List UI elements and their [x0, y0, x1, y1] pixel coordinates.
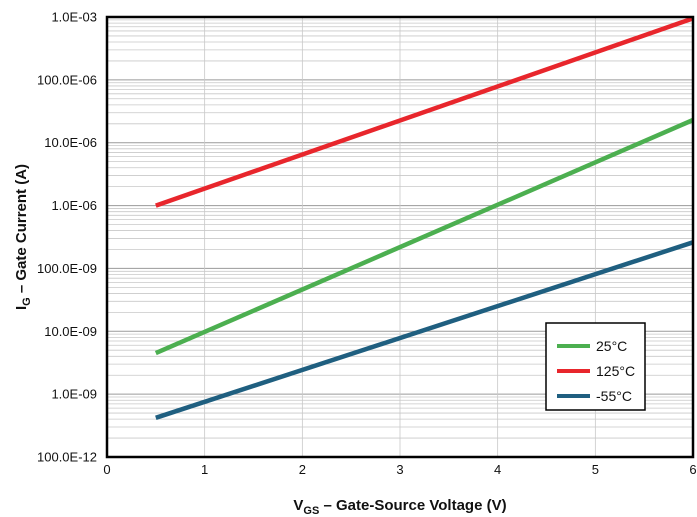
y-axis-title-sub: G [21, 297, 33, 306]
y-tick-label: 1.0E-09 [51, 387, 97, 402]
y-tick-label: 100.0E-06 [37, 72, 97, 87]
y-axis-title-rest: – Gate Current (A) [13, 164, 30, 297]
x-tick-label: 0 [103, 462, 110, 477]
series-line-1 [155, 16, 694, 208]
x-tick-label: 4 [494, 462, 501, 477]
x-tick-labels: 0 1 2 3 4 5 6 [103, 462, 696, 477]
y-tick-label: 10.0E-09 [44, 324, 97, 339]
y-tick-label: 100.0E-09 [37, 261, 97, 276]
series-lines [154, 16, 694, 420]
y-tick-label: 1.0E-06 [51, 198, 97, 213]
x-tick-label: 6 [689, 462, 696, 477]
legend-label-125c: 125°C [596, 363, 635, 379]
legend-label-minus55c: -55°C [596, 388, 632, 404]
y-tick-labels: 100.0E-12 1.0E-09 10.0E-09 100.0E-09 1.0E-06… [37, 10, 97, 465]
x-axis-title-sub: GS [303, 505, 319, 517]
x-axis-title-main: V [293, 497, 303, 514]
series-line-2 [155, 240, 694, 420]
y-tick-label: 100.0E-12 [37, 450, 97, 465]
legend: 25°C 125°C -55°C [545, 322, 646, 411]
plot-frame [105, 15, 695, 459]
x-axis-title-rest: – Gate-Source Voltage (V) [319, 497, 506, 514]
x-tick-label: 2 [299, 462, 306, 477]
x-axis-title: VGS – Gate-Source Voltage (V) [293, 497, 506, 517]
y-axis-title: IG – Gate Current (A) [13, 164, 33, 310]
series-line-0 [154, 117, 694, 356]
x-tick-label: 1 [201, 462, 208, 477]
x-tick-label: 3 [396, 462, 403, 477]
y-tick-label: 1.0E-03 [51, 10, 97, 25]
x-tick-label: 5 [592, 462, 599, 477]
y-axis-title-main: I [13, 306, 30, 310]
y-tick-label: 10.0E-06 [44, 135, 97, 150]
legend-label-25c: 25°C [596, 338, 627, 354]
